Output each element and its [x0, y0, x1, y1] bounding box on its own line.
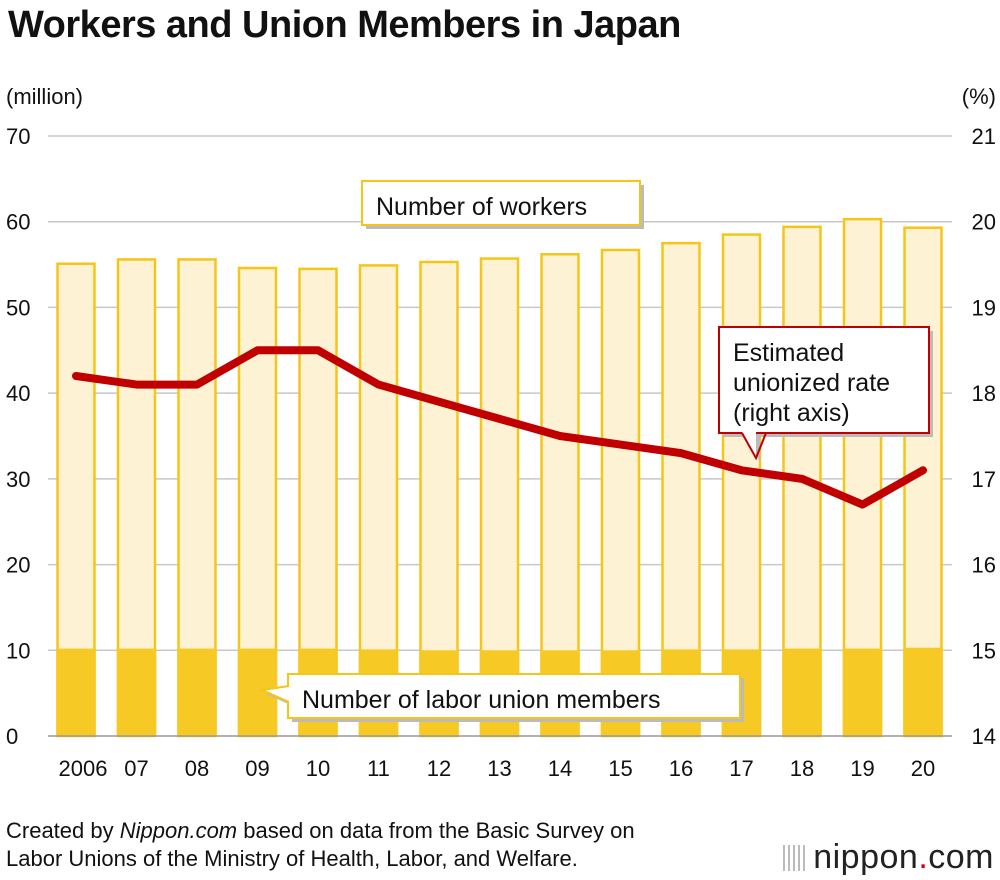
- right-tick-label: 17: [972, 467, 996, 492]
- x-tick-label: 09: [245, 756, 269, 781]
- members-bar: [56, 648, 96, 736]
- rate-point: [559, 435, 561, 437]
- chart-svg: (million) (%) 0 14 10 15 20 16 30 17 40 18 50 19 60 20 7…: [6, 84, 996, 781]
- left-tick-label: 50: [6, 295, 30, 320]
- rate-point: [922, 469, 924, 471]
- source-line2: Labor Unions of the Ministry of Health, …: [6, 846, 578, 871]
- rate-point: [862, 504, 863, 506]
- x-tick-label: 2006: [59, 756, 108, 781]
- rate-label-text: Estimated: [733, 339, 844, 367]
- members-bar: [903, 647, 943, 736]
- rate-point: [741, 469, 742, 471]
- x-tick-label: 15: [608, 756, 632, 781]
- rate-label-pointer-edge: [741, 432, 767, 461]
- right-tick-label: 21: [972, 124, 996, 149]
- rate-point: [136, 384, 137, 386]
- left-axis-unit: (million): [6, 84, 83, 109]
- x-tick-label: 18: [790, 756, 814, 781]
- source-note: Created by Nippon.com based on data from…: [6, 817, 635, 873]
- x-tick-label: 07: [124, 756, 148, 781]
- left-tick-label: 10: [6, 638, 30, 663]
- logo-dot: .: [918, 838, 929, 876]
- left-tick-label: 20: [6, 553, 30, 578]
- right-axis-unit: (%): [962, 84, 996, 109]
- members-label-text: Number of labor union members: [302, 686, 661, 714]
- rate-point: [499, 418, 500, 420]
- left-tick-label: 70: [6, 124, 30, 149]
- rate-point: [75, 375, 77, 377]
- rate-point: [378, 384, 379, 386]
- members-label: Number of labor union members: [258, 673, 744, 722]
- logo-main: nippon: [813, 838, 919, 876]
- x-tick-label: 10: [306, 756, 330, 781]
- rate-label-text: (right axis): [733, 399, 850, 427]
- left-tick-label: 60: [6, 210, 30, 235]
- members-bar: [842, 648, 883, 736]
- rate-point: [680, 452, 682, 454]
- chart-title: Workers and Union Members in Japan: [8, 4, 681, 46]
- rate-label-text: unionized rate: [733, 369, 890, 397]
- right-tick-label: 14: [972, 724, 996, 749]
- rate-point: [438, 401, 440, 403]
- logo-bars-icon: [783, 845, 806, 871]
- rate-label-box: [718, 326, 930, 434]
- right-tick-label: 18: [972, 381, 996, 406]
- workers-label: Number of workers: [361, 180, 644, 229]
- x-tick-label: 08: [185, 756, 209, 781]
- nippon-logo: nippon.com: [783, 838, 994, 877]
- members-bar: [177, 648, 217, 736]
- rate-point: [257, 349, 258, 351]
- left-tick-label: 40: [6, 381, 30, 406]
- members-bar: [782, 648, 822, 736]
- members-label-box: [287, 673, 741, 719]
- source-prefix: Created by: [6, 818, 120, 843]
- x-tick-label: 14: [548, 756, 572, 781]
- x-tick-label: 13: [487, 756, 511, 781]
- rate-point: [317, 349, 319, 351]
- logo-tld: com: [928, 838, 994, 876]
- left-tick-label: 30: [6, 467, 30, 492]
- right-tick-label: 15: [972, 638, 996, 663]
- x-tick-label: 12: [427, 756, 451, 781]
- x-tick-label: 20: [911, 756, 935, 781]
- x-tick-label: 19: [850, 756, 874, 781]
- source-site: Nippon.com: [119, 818, 238, 843]
- rate-point: [801, 478, 803, 480]
- members-label-pointer-edge: [258, 685, 290, 703]
- left-tick-label: 0: [6, 724, 18, 749]
- right-tick-label: 16: [972, 553, 996, 578]
- rate-point: [620, 444, 621, 446]
- x-tick-label: 11: [367, 756, 390, 781]
- right-tick-label: 19: [972, 295, 996, 320]
- x-tick-label: 17: [729, 756, 753, 781]
- workers-label-text: Number of workers: [376, 193, 587, 221]
- workers-label-box: [361, 180, 641, 226]
- source-rest: based on data from the Basic Survey on: [237, 818, 635, 843]
- members-bar: [116, 648, 157, 736]
- right-tick-label: 20: [972, 210, 996, 235]
- rate-point: [196, 384, 198, 386]
- x-tick-label: 16: [669, 756, 693, 781]
